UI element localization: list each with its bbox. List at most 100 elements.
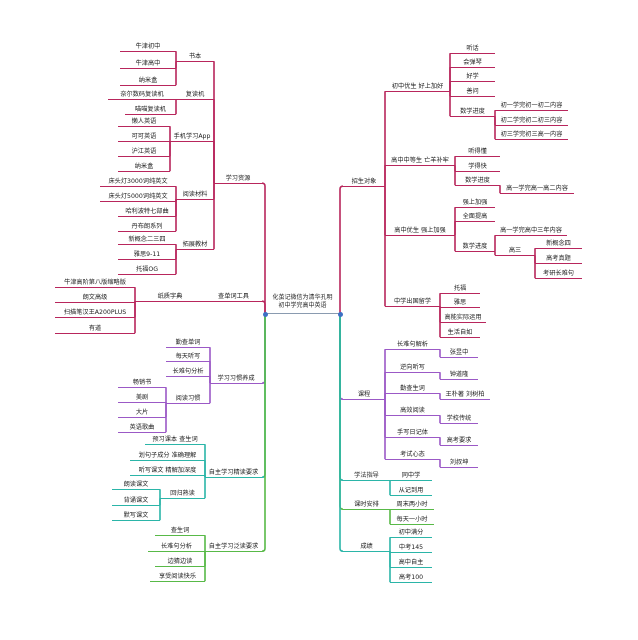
node-books: 书本 [176,52,214,62]
leaf-node: 长难句分析 [148,542,205,552]
branch-study-methods: 学法指导 [343,471,390,481]
leaf-node: 高考要求 [440,436,478,446]
course-node: 勤查生词 [385,384,440,394]
leaf-node: 英语歌曲 [118,423,166,433]
node-mobile-apps: 手机学习App [170,132,214,142]
leaf-node: 美剧 [118,393,166,403]
connector-line [339,314,344,552]
leaf-node: 初中满分 [390,528,432,538]
leaf-node: 中考145 [390,543,432,553]
leaf-node: 哈利波特七部曲 [118,207,176,217]
leaf-node: 从记到用 [390,486,432,496]
leaf-node: 查生词 [155,526,205,536]
leaf-node: 床头灯5000词纯英文 [100,192,176,202]
branch-courses: 课程 [343,390,385,400]
leaf-node: 每天听写 [166,352,210,362]
leaf-node: 听得懂 [455,147,500,157]
leaf-node: 善问 [450,87,495,97]
leaf-node: 长难句分析 [166,367,210,377]
leaf-node: 新概念四 [535,239,582,249]
leaf-node: 享受阅读快乐 [150,572,205,582]
node-senior-three: 高三 [495,246,535,256]
leaf-node: 新概念二三四 [118,235,176,245]
leaf-node: 朗读课文 [112,480,160,490]
root-title-line2: 初中学完高中英语 [278,302,327,309]
connector-line [339,185,344,314]
node-paper-dictionary: 纸质字典 [135,292,205,302]
leaf-node: 考研长难句 [535,269,582,279]
branch-extensive-reading: 自主学习泛读要求 [205,542,262,552]
leaf-node: 同中学 [390,471,432,481]
branch-schedule: 课时安排 [343,500,390,510]
leaf-node: 周末两小时 [390,500,434,510]
leaf-node: 划句子成分 准确理解 [130,451,205,461]
leaf-node: 高考100 [390,573,432,583]
leaf-node: 沪江英语 [118,147,170,157]
leaf-node: 纳米盒 [118,162,170,172]
leaf-node: 懒人英语 [118,117,170,127]
branch-learning-resources: 学习资源 [214,174,262,184]
leaf-node: 全面提高 [455,212,495,222]
leaf-node: 扫描笔汉王A200PLUS [55,308,135,318]
node-math-progress: 数学进度 [455,242,495,252]
leaf-node: 张昱中 [440,348,478,358]
leaf-node: 学校传统 [440,414,478,424]
root-node: 化茧记微信为清华孔明 初中学完高中英语 [265,294,340,314]
branch-target-students: 招生对象 [343,177,385,187]
leaf-node: 王朴著 刘树柏 [440,390,490,400]
node-math-progress: 数学进度 [455,176,500,186]
course-node: 考试心态 [385,450,440,460]
leaf-node: 牛津初中 [120,42,176,52]
root-right-dot [337,311,343,317]
node-review-reading: 回归熟读 [160,489,205,499]
leaf-node: 刘叔坤 [440,458,478,468]
course-node: 长难句解析 [385,340,440,350]
leaf-node: 有道 [55,324,135,334]
leaf-node: 牛津高阶第八版缩略版 [55,278,135,288]
node-extension-textbooks: 拓展教材 [176,240,214,250]
leaf-node: 可可英语 [118,132,170,142]
leaf-node: 高一学完高中三年内容 [495,226,567,236]
root-title-line1: 化茧记微信为清华孔明 [272,294,333,301]
course-node: 手写日记体 [385,428,440,438]
leaf-node: 听话 [450,44,495,54]
connector-line [261,182,266,314]
leaf-node: 生活自如 [440,328,480,338]
leaf-node: 托福 [440,284,480,294]
leaf-node: 初一学完初一初二内容 [495,101,568,111]
leaf-node: 高能实际运用 [440,313,486,323]
leaf-node: 背诵课文 [112,496,160,506]
branch-dictionary-tools: 查单词工具 [205,292,262,302]
leaf-node: 听写课文 精解加深度 [130,466,205,476]
root-left-dot [262,311,268,317]
leaf-node: 好学 [450,72,495,82]
leaf-node: 雅思 [440,298,480,308]
leaf-node: 奈尔数码复读机 [108,90,176,100]
leaf-node: 初三学完初三高一内容 [495,130,568,140]
leaf-node: 大片 [118,408,166,418]
leaf-node: 初二学完初二初三内容 [495,116,568,126]
connector-line [261,314,266,552]
leaf-node: 畅销书 [118,378,166,388]
leaf-node: 纳米盒 [120,76,176,86]
node-top-senior-students: 高中优生 强上加强 [385,226,455,236]
branch-scores: 成绩 [343,542,390,552]
node-reading-habits: 阅读习惯 [166,394,210,404]
leaf-node: 朗文高级 [55,293,135,303]
node-mid-senior-students: 高中中等生 亡羊补牢 [385,156,455,166]
node-math-progress: 数学进度 [450,107,495,117]
node-reading-materials: 阅读材料 [176,190,214,200]
leaf-node: 喵喵复读机 [125,105,176,115]
branch-intensive-reading: 自主学习精读要求 [205,468,262,478]
leaf-node: 高一学完高一高二内容 [500,184,574,194]
leaf-node: 丹布朗系列 [118,222,176,232]
leaf-node: 高考真题 [535,254,582,264]
branch-study-habits: 学习习惯养成 [210,374,262,384]
leaf-node: 会弹琴 [450,58,495,68]
leaf-node: 每天一小时 [390,515,434,525]
leaf-node: 预习课本 查生词 [145,435,205,445]
node-top-junior-students: 初中优生 好上加好 [385,82,450,92]
leaf-node: 托福OG [118,265,176,275]
course-node: 逆向听写 [385,363,440,373]
